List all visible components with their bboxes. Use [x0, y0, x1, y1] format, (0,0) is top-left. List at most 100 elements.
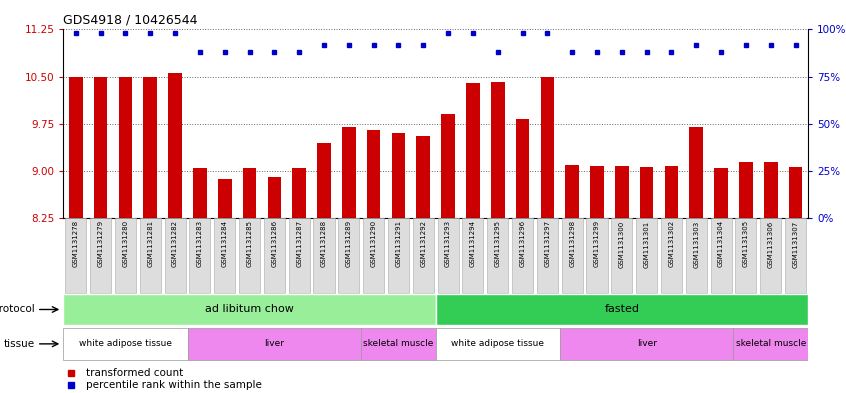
Bar	[565, 165, 579, 218]
Bar	[118, 77, 132, 218]
Text: protocol: protocol	[0, 305, 35, 314]
Bar	[317, 143, 331, 218]
Text: GSM1131284: GSM1131284	[222, 220, 228, 267]
Bar	[640, 167, 653, 218]
Bar	[615, 166, 629, 218]
Bar	[541, 77, 554, 218]
FancyBboxPatch shape	[214, 218, 235, 293]
FancyBboxPatch shape	[140, 218, 161, 293]
FancyBboxPatch shape	[115, 218, 136, 293]
Bar	[193, 168, 206, 218]
FancyBboxPatch shape	[560, 328, 733, 360]
Text: GSM1131296: GSM1131296	[519, 220, 525, 268]
FancyBboxPatch shape	[761, 218, 781, 293]
FancyBboxPatch shape	[63, 294, 436, 325]
Text: GSM1131305: GSM1131305	[743, 220, 749, 268]
FancyBboxPatch shape	[586, 218, 607, 293]
Text: GSM1131285: GSM1131285	[246, 220, 253, 267]
Bar	[665, 166, 678, 218]
FancyBboxPatch shape	[314, 218, 334, 293]
FancyBboxPatch shape	[537, 218, 558, 293]
Text: liver: liver	[265, 339, 284, 348]
Bar	[442, 114, 455, 218]
Text: GSM1131290: GSM1131290	[371, 220, 376, 268]
Text: GSM1131287: GSM1131287	[296, 220, 302, 268]
Bar	[516, 119, 530, 218]
FancyBboxPatch shape	[512, 218, 533, 293]
Bar	[367, 130, 381, 218]
Bar	[714, 168, 728, 218]
Text: GSM1131288: GSM1131288	[321, 220, 327, 268]
Text: GSM1131294: GSM1131294	[470, 220, 476, 267]
Bar	[144, 77, 157, 218]
FancyBboxPatch shape	[413, 218, 434, 293]
Text: GSM1131295: GSM1131295	[495, 220, 501, 267]
Text: GSM1131281: GSM1131281	[147, 220, 153, 268]
Text: GSM1131306: GSM1131306	[767, 220, 774, 268]
Text: GSM1131301: GSM1131301	[644, 220, 650, 268]
FancyBboxPatch shape	[437, 218, 459, 293]
Bar	[689, 127, 703, 218]
FancyBboxPatch shape	[165, 218, 185, 293]
FancyBboxPatch shape	[612, 218, 632, 293]
Text: GDS4918 / 10426544: GDS4918 / 10426544	[63, 14, 198, 27]
Bar	[218, 178, 232, 218]
Bar	[94, 77, 107, 218]
Bar	[392, 133, 405, 218]
FancyBboxPatch shape	[785, 218, 806, 293]
FancyBboxPatch shape	[63, 328, 188, 360]
FancyBboxPatch shape	[388, 218, 409, 293]
FancyBboxPatch shape	[733, 328, 808, 360]
Text: white adipose tissue: white adipose tissue	[79, 339, 172, 348]
Text: GSM1131307: GSM1131307	[793, 220, 799, 268]
Text: skeletal muscle: skeletal muscle	[363, 339, 434, 348]
Text: GSM1131300: GSM1131300	[618, 220, 625, 268]
Text: GSM1131302: GSM1131302	[668, 220, 674, 268]
Text: transformed count: transformed count	[85, 367, 183, 378]
Text: GSM1131278: GSM1131278	[73, 220, 79, 268]
Text: GSM1131299: GSM1131299	[594, 220, 600, 268]
Text: skeletal muscle: skeletal muscle	[735, 339, 806, 348]
FancyBboxPatch shape	[562, 218, 583, 293]
Text: GSM1131293: GSM1131293	[445, 220, 451, 268]
FancyBboxPatch shape	[436, 294, 808, 325]
FancyBboxPatch shape	[188, 328, 361, 360]
FancyBboxPatch shape	[686, 218, 706, 293]
Text: GSM1131303: GSM1131303	[693, 220, 700, 268]
Bar	[764, 162, 777, 218]
Bar	[168, 73, 182, 218]
FancyBboxPatch shape	[711, 218, 732, 293]
FancyBboxPatch shape	[239, 218, 260, 293]
Bar	[342, 127, 355, 218]
FancyBboxPatch shape	[361, 328, 436, 360]
Text: liver: liver	[637, 339, 656, 348]
Text: GSM1131283: GSM1131283	[197, 220, 203, 268]
Text: GSM1131297: GSM1131297	[544, 220, 551, 268]
FancyBboxPatch shape	[91, 218, 111, 293]
Text: GSM1131282: GSM1131282	[172, 220, 179, 267]
Text: GSM1131289: GSM1131289	[346, 220, 352, 268]
Bar	[788, 167, 802, 218]
Bar	[243, 168, 256, 218]
Bar	[466, 83, 480, 218]
FancyBboxPatch shape	[65, 218, 86, 293]
Text: percentile rank within the sample: percentile rank within the sample	[85, 380, 261, 390]
FancyBboxPatch shape	[264, 218, 285, 293]
Text: GSM1131291: GSM1131291	[395, 220, 402, 268]
FancyBboxPatch shape	[436, 328, 560, 360]
Bar	[267, 177, 281, 218]
Text: ad libitum chow: ad libitum chow	[205, 304, 294, 314]
Text: GSM1131280: GSM1131280	[123, 220, 129, 268]
FancyBboxPatch shape	[363, 218, 384, 293]
FancyBboxPatch shape	[190, 218, 211, 293]
Bar	[739, 162, 753, 218]
Text: GSM1131279: GSM1131279	[97, 220, 104, 268]
Text: fasted: fasted	[604, 304, 640, 314]
FancyBboxPatch shape	[735, 218, 756, 293]
FancyBboxPatch shape	[288, 218, 310, 293]
Text: GSM1131286: GSM1131286	[272, 220, 277, 268]
FancyBboxPatch shape	[463, 218, 483, 293]
Text: GSM1131292: GSM1131292	[420, 220, 426, 267]
Bar	[69, 77, 83, 218]
Bar	[293, 168, 306, 218]
